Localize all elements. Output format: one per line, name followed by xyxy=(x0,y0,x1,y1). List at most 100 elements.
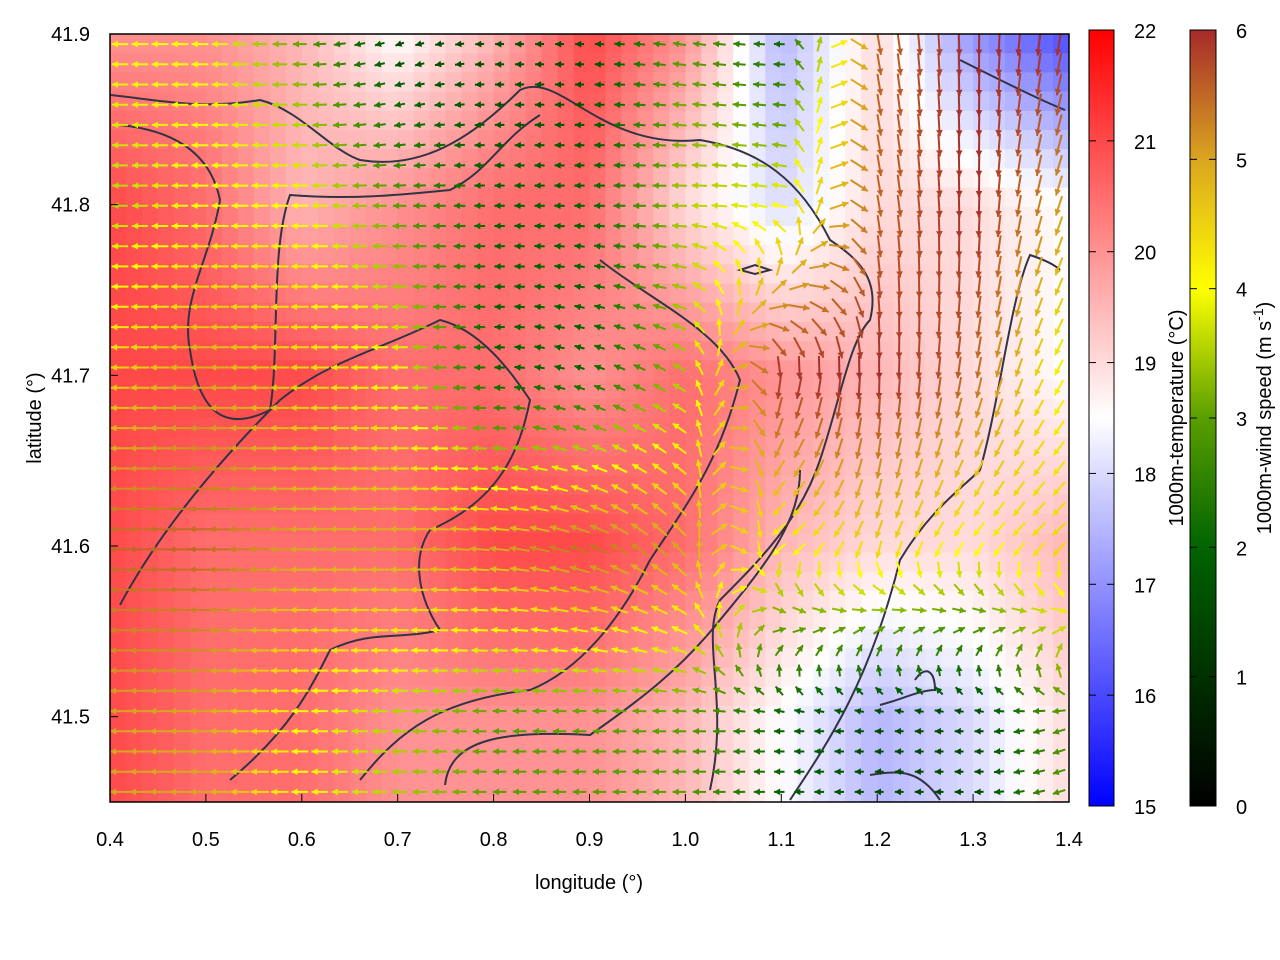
temperature-cell xyxy=(717,341,734,361)
temperature-cell xyxy=(269,91,287,112)
temperature-cell xyxy=(685,264,702,285)
temperature-cell xyxy=(941,571,958,592)
temperature-cell xyxy=(941,437,958,457)
temperature-cell xyxy=(749,187,766,208)
temperature-cell xyxy=(733,629,750,649)
temperature-cell xyxy=(573,629,591,649)
temperature-cell xyxy=(861,360,878,381)
temperature-cell xyxy=(669,206,686,227)
temperature-cell xyxy=(557,379,575,400)
temperature-cell xyxy=(685,706,702,726)
temperature-cell xyxy=(957,34,974,54)
temperature-cell xyxy=(1005,514,1022,534)
temperature-cell xyxy=(733,226,750,246)
temperature-cell xyxy=(142,341,159,361)
temperature-cell xyxy=(493,360,511,381)
temperature-cell xyxy=(237,706,255,726)
temperature-cell xyxy=(781,168,798,189)
temperature-cell xyxy=(493,341,511,361)
temperature-cell xyxy=(733,264,750,285)
temperature-cell xyxy=(1053,283,1069,304)
temperature-cell xyxy=(461,360,479,381)
temperature-cell xyxy=(509,341,527,361)
temperature-cell xyxy=(573,72,591,93)
temperature-cell xyxy=(381,130,399,150)
temperature-cell xyxy=(525,187,543,208)
temperature-cell xyxy=(701,206,718,227)
temperature-cell xyxy=(925,283,942,304)
temperature-cell xyxy=(941,456,958,477)
temperature-cell xyxy=(397,53,415,73)
temperature-cell xyxy=(397,34,415,54)
temperature-cell xyxy=(349,302,367,323)
temperature-cell xyxy=(573,130,591,150)
temperature-cell xyxy=(781,206,798,227)
temperature-cell xyxy=(445,610,463,630)
temperature-cell xyxy=(749,590,766,611)
temperature-cell xyxy=(429,456,447,477)
temperature-cell xyxy=(1021,437,1038,457)
temperature-cell xyxy=(829,360,846,381)
temperature-cell xyxy=(333,725,351,745)
temperature-cell xyxy=(269,744,287,765)
temperature-cell xyxy=(1021,149,1038,169)
temperature-cell xyxy=(237,245,255,265)
temperature-cell xyxy=(477,456,495,477)
temperature-cell xyxy=(381,168,399,189)
temperature-cell xyxy=(893,398,910,419)
temperature-cell xyxy=(126,667,143,688)
temperature-cell xyxy=(525,341,543,361)
temperature-cell xyxy=(477,763,495,784)
temperature-cell xyxy=(573,360,591,381)
temperature-cell xyxy=(845,34,862,54)
temperature-cell xyxy=(1053,648,1069,669)
temperature-cell xyxy=(925,149,942,169)
temperature-cell xyxy=(541,494,559,515)
temperature-cell xyxy=(765,629,782,649)
temperature-cell xyxy=(685,187,702,208)
temperature-cell xyxy=(733,552,750,573)
temperature-cell xyxy=(333,206,351,227)
temperature-cell xyxy=(461,302,479,323)
temperature-cell xyxy=(557,283,575,304)
temperature-cell xyxy=(157,475,175,496)
temperature-cell xyxy=(142,494,159,515)
temperature-cell xyxy=(189,91,207,112)
temperature-cell xyxy=(142,168,159,189)
temperature-cell xyxy=(333,590,351,611)
temperature-cell xyxy=(637,725,655,745)
temperature-cell xyxy=(461,264,479,285)
temperature-cell xyxy=(365,53,383,73)
temperature-cell xyxy=(717,629,734,649)
temperature-cell xyxy=(813,629,830,649)
temperature-cell xyxy=(541,206,559,227)
temperature-cell xyxy=(493,264,511,285)
temperature-cell xyxy=(605,571,623,592)
temperature-cell xyxy=(973,110,990,131)
temperature-cell xyxy=(285,629,303,649)
temperature-cell xyxy=(461,763,479,784)
temperature-cell xyxy=(349,437,367,457)
temperature-cell xyxy=(509,629,527,649)
temperature-cell xyxy=(829,514,846,534)
temperature-cell xyxy=(845,226,862,246)
temperature-cell xyxy=(445,590,463,611)
temperature-cell xyxy=(749,168,766,189)
temperature-cell xyxy=(525,744,543,765)
temperature-cell xyxy=(1021,322,1038,342)
temperature-cell xyxy=(1021,110,1038,131)
temperature-cell xyxy=(205,110,223,131)
temperature-cell xyxy=(157,744,175,765)
temperature-cell xyxy=(877,418,894,438)
temperature-cell xyxy=(301,168,319,189)
temperature-cell xyxy=(381,725,399,745)
temperature-cell xyxy=(877,245,894,265)
temperature-cell xyxy=(765,206,782,227)
temperature-cell xyxy=(445,475,463,496)
temperature-cell xyxy=(653,110,670,131)
temperature-cell xyxy=(797,283,814,304)
temperature-cell xyxy=(429,110,447,131)
temperature-cell xyxy=(110,360,127,381)
temperature-cell xyxy=(126,226,143,246)
temperature-cell xyxy=(573,667,591,688)
